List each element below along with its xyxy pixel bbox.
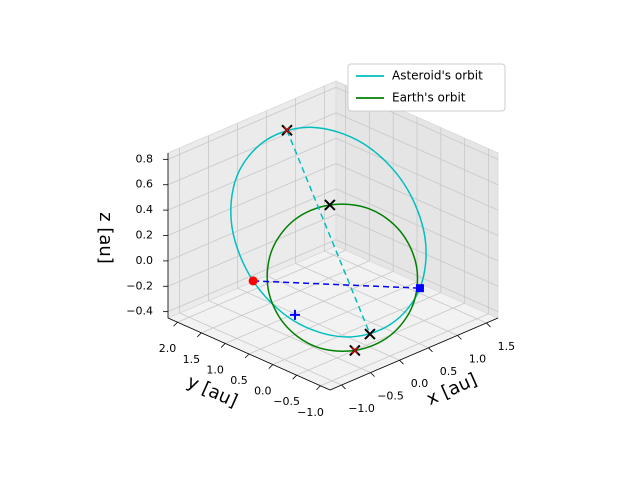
- grid-line: [320, 313, 489, 387]
- grid-line: [167, 112, 337, 186]
- z-axis-label: z [au]: [95, 212, 116, 264]
- x-tick-label: −0.5: [377, 390, 404, 403]
- x-axis-line: [329, 317, 499, 391]
- legend-label: Asteroid's orbit: [392, 69, 483, 83]
- tick-mark: [292, 374, 297, 380]
- x-marker-inner: [283, 126, 291, 134]
- x-tick-label: −1.0: [348, 402, 375, 415]
- y-tick-label: 1.0: [206, 363, 224, 376]
- grid-line: [177, 249, 346, 323]
- x-tick-label: 0.0: [411, 377, 429, 390]
- z-tick-label: 0.0: [136, 254, 154, 267]
- z-tick-label: −0.2: [126, 279, 153, 292]
- grid-line: [167, 137, 337, 211]
- grid-line: [225, 271, 394, 344]
- grid-line: [296, 302, 465, 376]
- z-tick-label: 0.2: [136, 229, 154, 242]
- tick-mark: [370, 372, 375, 377]
- grid-line: [167, 213, 337, 287]
- tick-mark: [220, 343, 226, 348]
- x-tick-label: 1.5: [498, 340, 516, 353]
- z-tick-label: 0.4: [136, 203, 154, 216]
- y-tick-label: −0.5: [273, 395, 300, 408]
- y-tick-label: 0.0: [254, 385, 272, 398]
- grid-line: [167, 163, 337, 236]
- y-tick-label: 0.5: [230, 374, 248, 387]
- grid-line: [167, 239, 337, 313]
- z-tick-label: 0.8: [136, 152, 154, 165]
- tick-mark: [457, 335, 462, 340]
- grid-line: [167, 188, 337, 262]
- y-axis-line: [167, 317, 331, 391]
- x-tick-label: 1.0: [469, 352, 487, 365]
- y-tick-label: 2.0: [159, 342, 177, 355]
- tick-mark: [197, 332, 202, 338]
- dot-marker: [248, 276, 258, 286]
- tick-mark: [173, 321, 178, 327]
- legend-box: [347, 63, 506, 112]
- y-tick-label: −1.0: [297, 406, 324, 419]
- tick-mark: [316, 385, 321, 391]
- grid-line: [335, 163, 499, 236]
- x-marker-inner: [366, 330, 374, 338]
- grid-line: [335, 112, 499, 186]
- plus-marker: [289, 309, 300, 320]
- dashed-line: [286, 129, 371, 335]
- dashed-line: [253, 280, 420, 289]
- x-tick-label: 0.5: [440, 365, 458, 378]
- tick-mark: [341, 384, 346, 390]
- legend-label: Earth's orbit: [392, 91, 466, 105]
- tick-mark: [428, 347, 433, 353]
- square-marker: [415, 284, 424, 293]
- tick-mark: [244, 353, 250, 359]
- grid-line: [335, 137, 499, 211]
- x-marker-inner: [326, 201, 334, 209]
- grid-line: [335, 213, 499, 287]
- y-tick-label: 1.5: [183, 353, 201, 366]
- tick-mark: [268, 364, 274, 369]
- z-tick-label: 0.6: [136, 178, 154, 191]
- grid-line: [335, 188, 499, 262]
- tick-mark: [486, 322, 491, 328]
- grid-line: [201, 260, 370, 334]
- grid-line: [248, 281, 418, 355]
- x-marker-inner: [351, 347, 359, 354]
- z-tick-label: −0.4: [126, 305, 153, 318]
- grid-line: [167, 86, 337, 160]
- tick-mark: [399, 359, 404, 365]
